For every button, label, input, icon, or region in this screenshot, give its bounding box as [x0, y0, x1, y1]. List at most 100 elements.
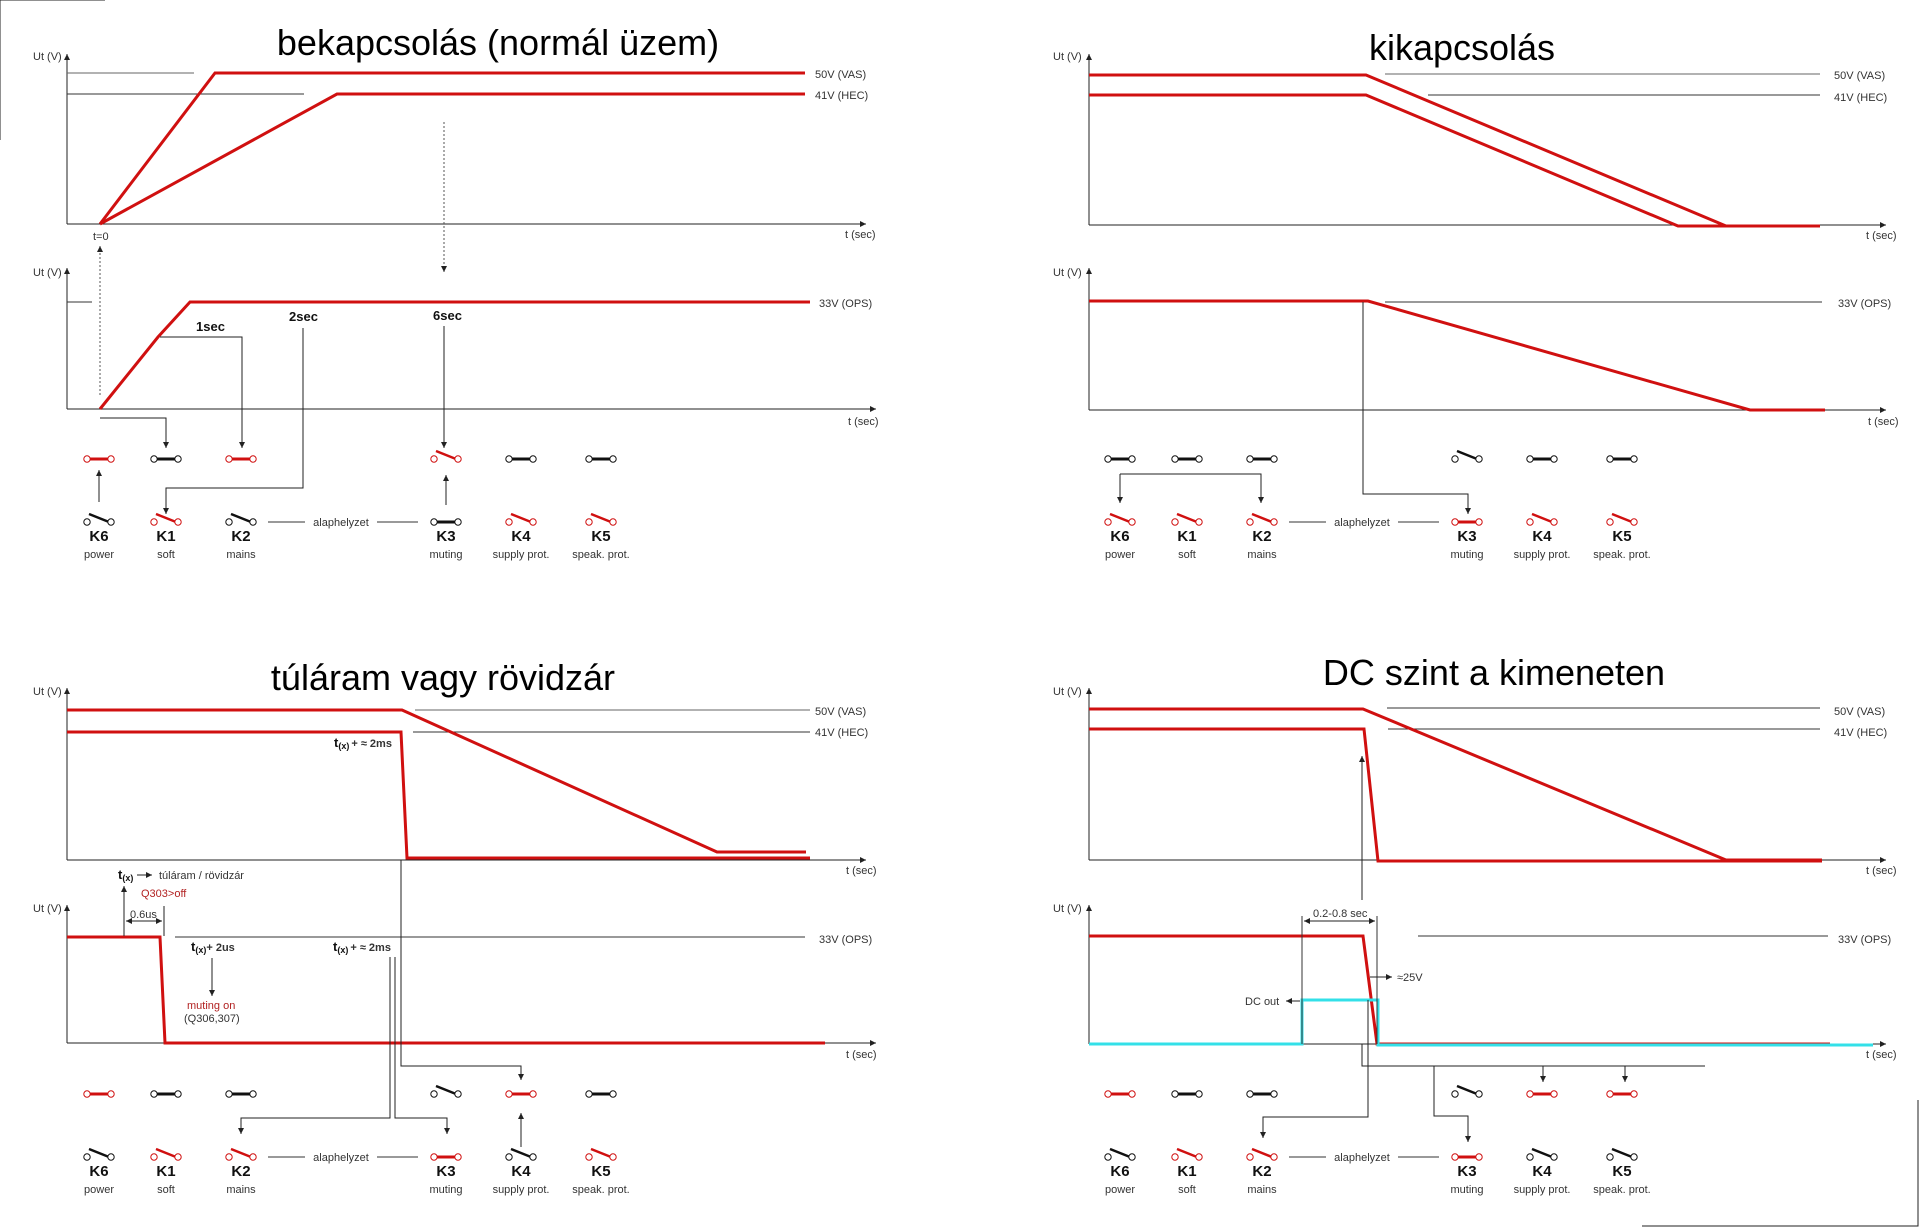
- relay-id: K5: [1612, 1163, 1631, 1180]
- active-state-closed-switch-icon: [225, 1090, 257, 1098]
- connector-k2: [1120, 473, 1264, 503]
- y-axis-label: Ut (V): [1053, 686, 1082, 698]
- ref-label-hec: 41V (HEC): [1834, 727, 1887, 739]
- trace-hec: [1089, 93, 1726, 228]
- label-muting-on: muting on: [187, 1000, 235, 1012]
- relay-k5: K5 speak. prot.: [572, 1090, 630, 1196]
- rest-state-label: alaphelyzet: [268, 517, 418, 529]
- relay-function: power: [1105, 1184, 1135, 1196]
- relay-function: muting: [429, 549, 462, 561]
- active-state-closed-switch-icon: [1526, 455, 1558, 463]
- relay-k1: K1 soft: [1171, 1090, 1203, 1196]
- relay-function: supply prot.: [1514, 1184, 1571, 1196]
- relay-id: K4: [1532, 1163, 1552, 1180]
- panel-title: túláram vagy rövidzár: [271, 657, 615, 698]
- relay-id: K6: [1110, 1163, 1129, 1180]
- connector-k3: [1433, 1066, 1471, 1142]
- x-axis-label: t (sec): [1866, 865, 1897, 877]
- active-state-closed-switch-icon: [585, 455, 617, 463]
- trace-vas: [98, 71, 805, 225]
- relay-k4: K4 supply prot.: [493, 1090, 549, 1196]
- relay-k3: K3 muting: [429, 449, 463, 561]
- connector-2sec-k1: [163, 328, 304, 514]
- relay-group: K6 power K1 soft K2 mains K3 muting K4 supply pro…: [83, 449, 630, 561]
- y-axis-label: Ut (V): [33, 267, 62, 279]
- annotation-tx-2ms-lower: t(x) + ≈ 2ms: [333, 939, 391, 955]
- x-axis-label: t (sec): [848, 416, 879, 428]
- label-muting-q: (Q306,307): [184, 1013, 240, 1025]
- relay-function: soft: [1178, 549, 1196, 561]
- relay-id: K4: [1532, 528, 1552, 545]
- relay-k2: K2 mains: [225, 455, 257, 561]
- rest-state-open-switch-icon: [1526, 512, 1558, 526]
- relay-function: soft: [1178, 1184, 1196, 1196]
- rest-state-open-switch-icon: [1171, 512, 1203, 526]
- relay-function: muting: [429, 1184, 462, 1196]
- relay-k3: K3 muting: [1450, 1084, 1484, 1196]
- trace-hec: [67, 730, 810, 860]
- relay-k2: K2 mains: [225, 1090, 257, 1196]
- panel-power-on: bekapcsolás (normál üzem) Ut (V) t (sec)…: [33, 22, 879, 561]
- q303-off: Q303>off: [141, 888, 187, 900]
- relay-function: soft: [157, 549, 175, 561]
- active-state-closed-switch-icon: [1606, 1090, 1638, 1098]
- relay-id: K5: [591, 528, 610, 545]
- trace-vas: [1089, 73, 1820, 228]
- trace-ops: [98, 300, 810, 410]
- relay-k1: K1 soft: [150, 455, 182, 561]
- active-state-closed-switch-icon: [1171, 1090, 1203, 1098]
- relay-id: K6: [89, 528, 108, 545]
- connector-k2: [1260, 1000, 1369, 1138]
- panel-power-off: kikapcsolás Ut (V) t (sec) 50V (VAS) 41V…: [1053, 27, 1899, 561]
- relay-k4: K4 supply prot.: [1514, 1090, 1571, 1196]
- connector-k2: [238, 957, 391, 1134]
- rest-state-open-switch-icon: [225, 512, 257, 526]
- relay-id: K6: [1110, 528, 1129, 545]
- relay-k2: K2 mains: [1246, 1090, 1278, 1196]
- trace-vas: [1089, 707, 1822, 862]
- svg-text:alaphelyzet: alaphelyzet: [313, 517, 369, 529]
- relay-id: K1: [1177, 528, 1196, 545]
- x-axis-label: t (sec): [846, 1049, 877, 1061]
- relay-id: K3: [1457, 1163, 1476, 1180]
- relay-function: supply prot.: [493, 549, 550, 561]
- x-axis-label: t (sec): [1866, 230, 1897, 242]
- annotation-tx-2us: t(x)+ 2us: [191, 939, 235, 955]
- relay-function: power: [84, 549, 114, 561]
- relay-group: K6 power K1 soft K2 mains K3 muting K4 supply pro…: [1104, 1084, 1651, 1196]
- connector-t0-k1: [100, 417, 169, 448]
- relay-group: K6 power K1 soft K2 mains K3 muting K4 supply pro…: [83, 1084, 630, 1196]
- ref-label-vas: 50V (VAS): [1834, 706, 1885, 718]
- relay-id: K6: [89, 1163, 108, 1180]
- relay-function: mains: [1247, 1184, 1277, 1196]
- relay-id: K5: [591, 1163, 610, 1180]
- frame-corner-bottom-right: [1642, 1100, 1919, 1227]
- t0-label: t=0: [93, 231, 109, 243]
- relay-k6: K6 power: [1104, 1090, 1136, 1196]
- active-state-closed-switch-icon: [150, 1090, 182, 1098]
- rest-state-open-switch-icon: [505, 1147, 537, 1161]
- relay-id: K2: [231, 1163, 250, 1180]
- tx-meaning: túláram / rövidzár: [159, 870, 244, 882]
- active-state-closed-switch-icon: [1606, 455, 1638, 463]
- rest-state-open-switch-icon: [150, 1147, 182, 1161]
- rest-state-closed-switch-icon: [1451, 518, 1483, 526]
- x-axis-label: t (sec): [1866, 1049, 1897, 1061]
- active-state-open-switch-icon: [1451, 1084, 1483, 1098]
- relay-id: K1: [156, 1163, 175, 1180]
- panel-overcurrent: túláram vagy rövidzár Ut (V) t (sec) 50V…: [33, 657, 877, 1196]
- svg-text:t(x)+ ≈ 2ms: t(x) + ≈ 2ms: [334, 735, 392, 751]
- ref-label-ops: 33V (OPS): [819, 934, 872, 946]
- connector-1sec-k2: [160, 336, 245, 448]
- relay-id: K4: [511, 1163, 531, 1180]
- ref-label-vas: 50V (VAS): [1834, 70, 1885, 82]
- ref-label-hec: 41V (HEC): [815, 90, 868, 102]
- rest-state-open-switch-icon: [1526, 1147, 1558, 1161]
- active-state-closed-switch-icon: [1104, 455, 1136, 463]
- rest-state-open-switch-icon: [505, 512, 537, 526]
- relay-k4: K4 supply prot.: [1514, 455, 1570, 561]
- connector-k3: [394, 957, 450, 1134]
- relay-id: K2: [1252, 528, 1271, 545]
- relay-k5: K5 speak. prot.: [1593, 455, 1651, 561]
- relay-k6: K6 power: [83, 455, 115, 561]
